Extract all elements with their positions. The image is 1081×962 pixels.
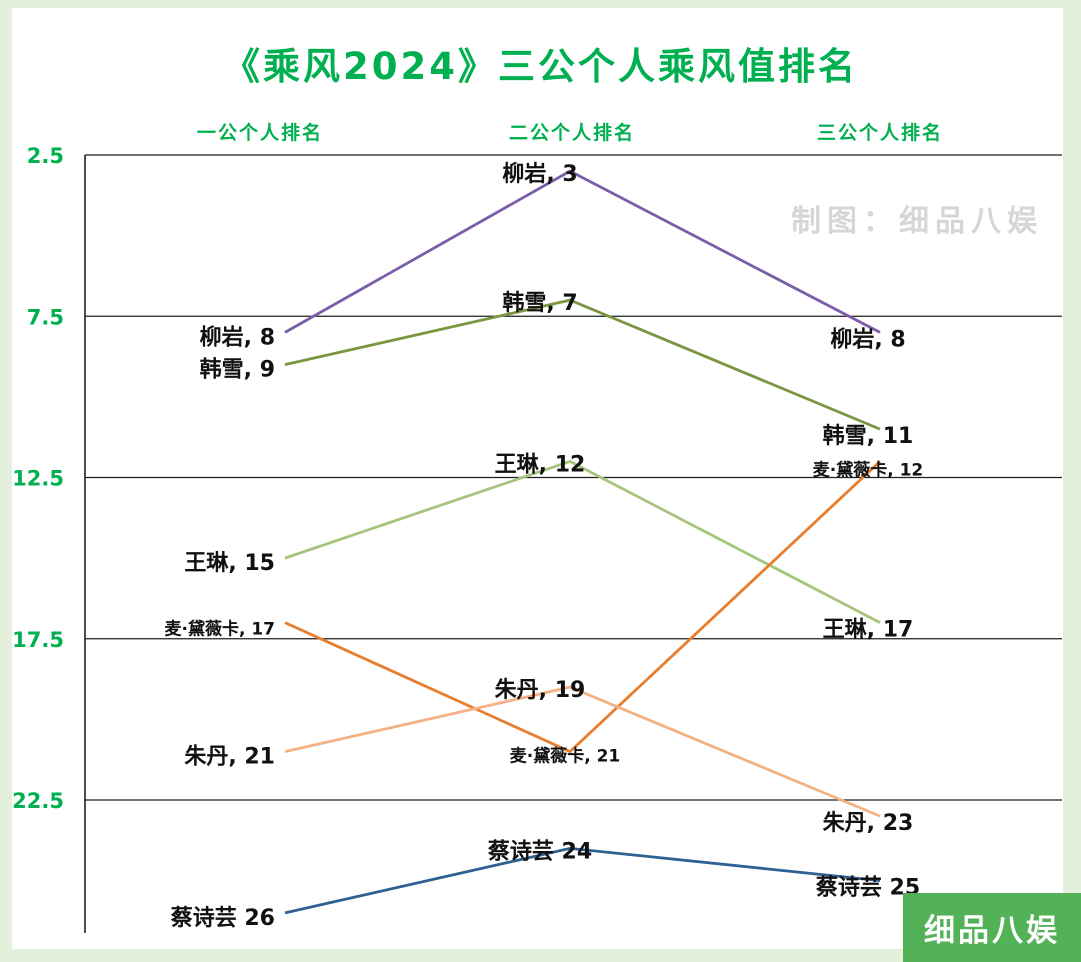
chart-canvas: [12, 8, 1063, 949]
series-line-柳岩: [284, 169, 881, 334]
column-header-stage1: 一公个人排名: [196, 122, 324, 144]
series-line-王琳: [284, 459, 881, 624]
point-label-麦·黛薇卡: 麦·黛薇卡, 12: [813, 459, 924, 480]
column-header-stage3: 三公个人排名: [816, 122, 944, 144]
brand-badge: 细品八娱: [903, 893, 1081, 962]
point-label-蔡诗芸: 蔡诗芸 26: [170, 905, 275, 931]
point-label-王琳: 王琳, 17: [823, 618, 914, 643]
column-header-stage2: 二公个人排名: [508, 122, 636, 144]
point-label-蔡诗芸: 蔡诗芸 24: [487, 838, 592, 864]
point-label-王琳: 王琳, 12: [495, 452, 586, 477]
point-label-朱丹: 朱丹, 19: [495, 678, 586, 703]
point-label-麦·黛薇卡: 麦·黛薇卡, 17: [165, 619, 276, 640]
point-label-麦·黛薇卡: 麦·黛薇卡, 21: [510, 746, 621, 767]
point-label-朱丹: 朱丹, 23: [823, 811, 914, 836]
chart-title: 《乘风2024》三公个人乘风值排名: [223, 45, 858, 88]
point-label-王琳: 王琳, 15: [184, 551, 275, 576]
series-line-朱丹: [284, 685, 881, 818]
y-tick-label: 17.5: [12, 628, 64, 652]
point-label-柳岩: 柳岩, 8: [830, 326, 905, 352]
point-label-韩雪: 韩雪, 11: [823, 423, 914, 449]
point-label-朱丹: 朱丹, 21: [184, 745, 275, 770]
series-line-麦·黛薇卡: [284, 460, 881, 754]
point-label-柳岩: 柳岩, 3: [502, 161, 577, 187]
y-tick-label: 2.5: [27, 144, 64, 168]
series-line-韩雪: [284, 298, 881, 431]
point-label-韩雪: 韩雪, 7: [502, 290, 577, 316]
series-line-蔡诗芸: [284, 846, 881, 915]
y-tick-label: 12.5: [12, 467, 64, 491]
point-label-蔡诗芸: 蔡诗芸 25: [815, 875, 920, 901]
credit-watermark: 制图：细品八娱: [791, 204, 1043, 239]
y-tick-label: 22.5: [12, 789, 64, 813]
point-label-韩雪: 韩雪, 9: [200, 357, 275, 383]
point-label-柳岩: 柳岩, 8: [200, 324, 275, 350]
y-tick-label: 7.5: [27, 305, 64, 329]
